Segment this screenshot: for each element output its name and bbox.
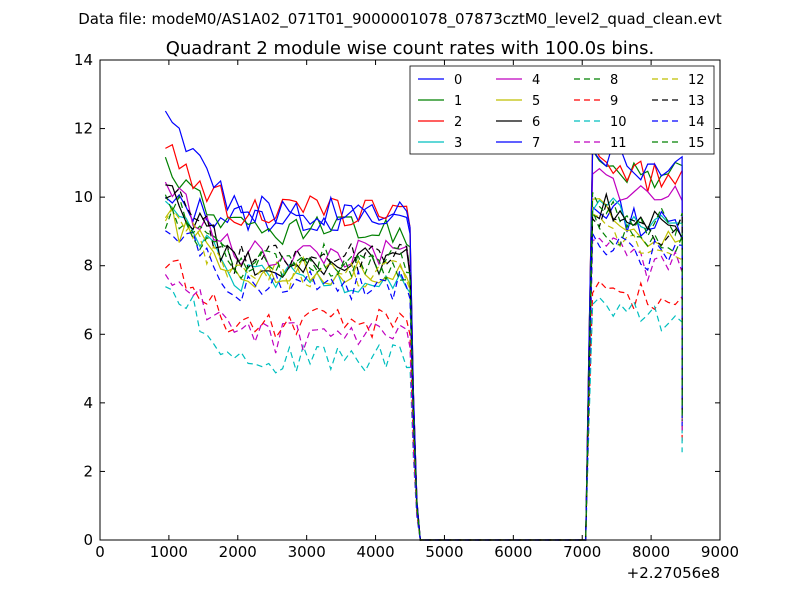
legend-label-3: 3 <box>454 136 462 151</box>
x-tick-label: 7000 <box>563 543 601 561</box>
legend-label-14: 14 <box>688 115 705 130</box>
legend-label-15: 15 <box>688 136 705 151</box>
legend-label-4: 4 <box>532 73 540 88</box>
legend-label-10: 10 <box>610 115 627 130</box>
series-line-9 <box>164 259 683 541</box>
y-tick-label: 2 <box>83 462 93 480</box>
series-line-15 <box>164 207 683 541</box>
x-tick-label: 1000 <box>150 543 188 561</box>
y-tick-label: 8 <box>83 257 93 275</box>
x-tick-label: 5000 <box>425 543 463 561</box>
y-tick-label: 12 <box>74 120 93 138</box>
plot-area <box>164 110 683 541</box>
legend-label-13: 13 <box>688 94 705 109</box>
x-tick-label: 0 <box>95 543 105 561</box>
legend-label-1: 1 <box>454 94 462 109</box>
legend-label-9: 9 <box>610 94 618 109</box>
series-line-3 <box>164 197 683 541</box>
series-line-10 <box>165 286 683 541</box>
x-offset-label: +2.27056e8 <box>627 564 720 582</box>
y-tick-label: 10 <box>74 188 93 206</box>
legend-box <box>409 65 715 155</box>
series-line-14 <box>165 230 683 541</box>
chart-suptitle: Data file: modeM0/AS1A02_071T01_90000010… <box>78 10 722 29</box>
y-tick-label: 6 <box>83 325 93 343</box>
x-tick-label: 8000 <box>632 543 670 561</box>
y-tick-label: 14 <box>74 51 93 69</box>
y-tick-label: 0 <box>83 531 93 549</box>
legend-label-2: 2 <box>454 115 462 130</box>
legend-label-12: 12 <box>688 73 705 88</box>
axes-frame <box>99 59 721 541</box>
legend-label-0: 0 <box>454 73 462 88</box>
y-tick-label: 4 <box>83 394 93 412</box>
legend-label-5: 5 <box>532 94 540 109</box>
series-line-2 <box>165 140 683 541</box>
x-tick-label: 9000 <box>701 543 739 561</box>
series-line-4 <box>164 167 683 541</box>
chart-title: Quadrant 2 module wise count rates with … <box>166 38 655 59</box>
x-tick-label: 4000 <box>356 543 394 561</box>
series-line-5 <box>164 198 683 541</box>
series-line-12 <box>164 207 683 541</box>
legend-label-8: 8 <box>610 73 618 88</box>
series-line-11 <box>164 237 683 541</box>
axis-ticks: 0 1000 2000 3000 4000 5000 6000 7000 8000 9000 0 2 4… <box>74 51 739 561</box>
legend-label-11: 11 <box>610 136 627 151</box>
legend-label-6: 6 <box>532 115 540 130</box>
x-tick-label: 2000 <box>219 543 257 561</box>
legend-label-7: 7 <box>532 136 540 151</box>
x-tick-label: 3000 <box>288 543 326 561</box>
x-tick-label: 6000 <box>494 543 532 561</box>
series-line-7 <box>164 110 683 541</box>
series-line-8 <box>164 192 683 541</box>
